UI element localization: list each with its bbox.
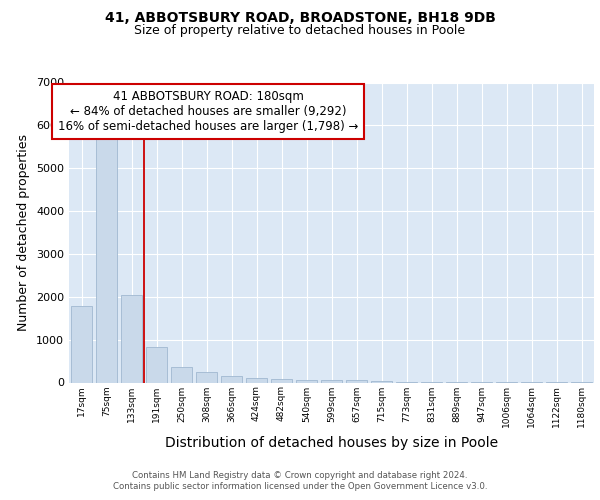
Y-axis label: Number of detached properties: Number of detached properties — [17, 134, 31, 331]
Text: Size of property relative to detached houses in Poole: Size of property relative to detached ho… — [134, 24, 466, 37]
Bar — [246, 378, 267, 382]
Bar — [196, 372, 217, 382]
Bar — [221, 376, 242, 382]
Bar — [71, 306, 92, 382]
Bar — [96, 136, 117, 382]
Text: Contains HM Land Registry data © Crown copyright and database right 2024.: Contains HM Land Registry data © Crown c… — [132, 471, 468, 480]
Bar — [171, 366, 192, 382]
Bar — [371, 380, 392, 382]
Text: 41, ABBOTSBURY ROAD, BROADSTONE, BH18 9DB: 41, ABBOTSBURY ROAD, BROADSTONE, BH18 9D… — [104, 11, 496, 25]
Bar — [321, 380, 342, 382]
Bar — [146, 347, 167, 382]
Text: Contains public sector information licensed under the Open Government Licence v3: Contains public sector information licen… — [113, 482, 487, 491]
Bar — [296, 380, 317, 382]
Bar — [271, 378, 292, 382]
Bar — [346, 380, 367, 382]
X-axis label: Distribution of detached houses by size in Poole: Distribution of detached houses by size … — [165, 436, 498, 450]
Text: 41 ABBOTSBURY ROAD: 180sqm
← 84% of detached houses are smaller (9,292)
16% of s: 41 ABBOTSBURY ROAD: 180sqm ← 84% of deta… — [58, 90, 358, 133]
Bar — [121, 294, 142, 382]
